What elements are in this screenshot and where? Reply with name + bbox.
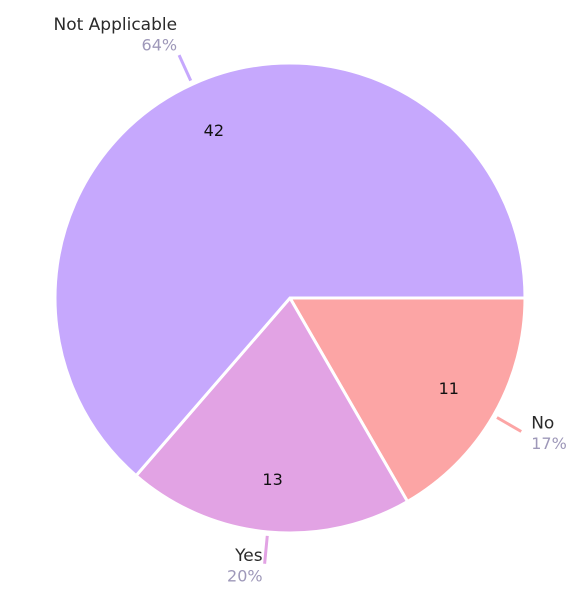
leader-line — [496, 416, 522, 433]
pie-slice — [53, 61, 527, 478]
pie-slice — [287, 296, 527, 504]
category-label: Not Applicable — [53, 15, 177, 35]
value-label: 13 — [262, 470, 282, 489]
value-label: 11 — [439, 379, 459, 398]
percent-label: 20% — [227, 566, 263, 585]
percent-label: 64% — [142, 36, 178, 55]
category-label: No — [531, 414, 554, 434]
leader-line — [177, 54, 193, 82]
leader-line — [263, 535, 269, 564]
pie-slice — [133, 295, 410, 535]
value-label: 42 — [204, 121, 224, 140]
category-label: Yes — [234, 546, 263, 566]
percent-label: 17% — [531, 434, 567, 453]
